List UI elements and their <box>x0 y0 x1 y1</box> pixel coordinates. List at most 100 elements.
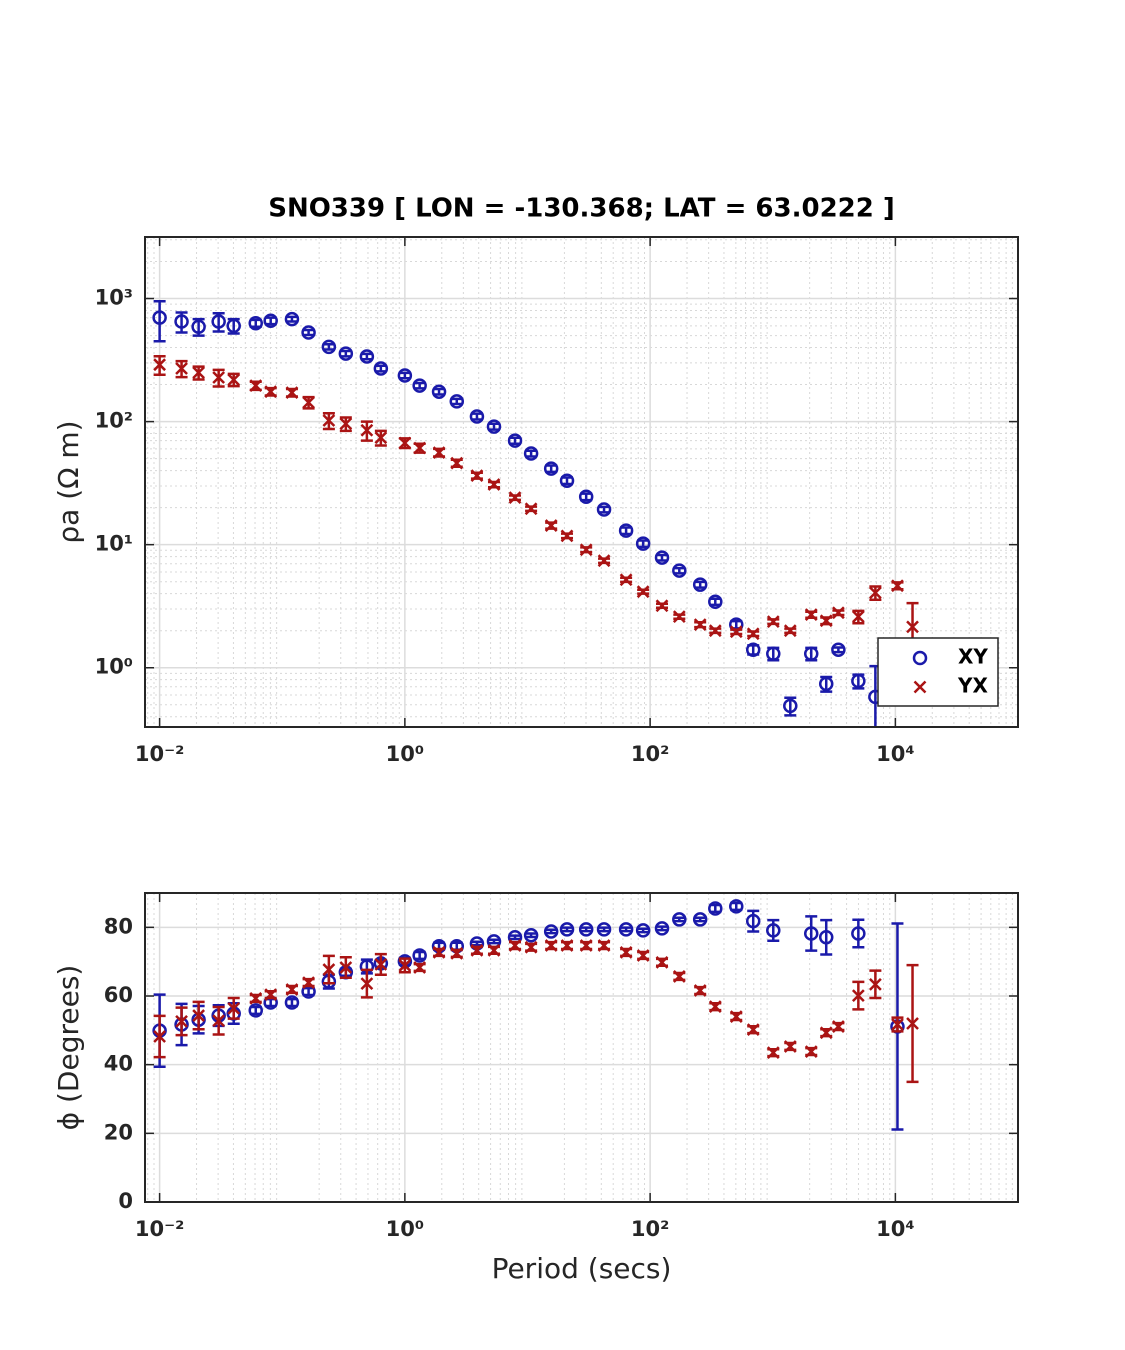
data-point <box>832 1020 845 1033</box>
error-bar <box>637 927 650 934</box>
data-point <box>746 1023 760 1037</box>
data-point <box>672 563 687 578</box>
data-point <box>174 314 189 329</box>
data-point <box>226 318 241 334</box>
data-point <box>175 1015 188 1028</box>
data-point <box>470 943 484 957</box>
data-point <box>693 984 707 997</box>
data-point <box>192 1009 206 1022</box>
y-tick-label: 80 <box>104 914 133 938</box>
x-tick-label: 10⁻² <box>135 742 185 766</box>
data-point <box>672 912 687 927</box>
data-point <box>655 599 669 613</box>
error-bar <box>820 918 833 956</box>
data-point <box>285 983 299 996</box>
data-point <box>708 624 722 638</box>
data-point <box>487 943 501 957</box>
error-bar <box>285 315 298 323</box>
data-point <box>597 554 611 568</box>
data-point <box>891 1018 904 1031</box>
data-point <box>152 310 167 325</box>
data-point <box>544 939 558 952</box>
data-point <box>301 325 316 340</box>
data-point <box>523 927 539 943</box>
data-point <box>692 577 708 592</box>
data-point <box>783 698 798 714</box>
data-point <box>264 385 278 399</box>
data-point <box>398 959 412 972</box>
data-point <box>524 502 538 516</box>
data-point <box>745 642 761 658</box>
data-point <box>672 970 686 983</box>
data-point <box>618 922 634 937</box>
x-tick-label: 10² <box>631 742 669 766</box>
error-bar <box>153 300 166 343</box>
data-point <box>746 627 760 641</box>
data-point <box>175 362 188 375</box>
y-tick-label: 40 <box>104 1052 133 1076</box>
data-point <box>851 989 865 1003</box>
data-point <box>192 366 206 380</box>
error-bar <box>852 918 865 949</box>
data-point <box>153 1030 166 1043</box>
data-point <box>766 1046 780 1060</box>
plot-area <box>145 893 1018 1202</box>
error-bar <box>598 926 611 933</box>
x-tick-label: 10⁴ <box>876 1217 914 1241</box>
data-point <box>560 939 574 952</box>
data-point <box>374 431 388 445</box>
y-tick-label: 10³ <box>95 286 133 310</box>
data-point <box>635 536 651 551</box>
data-point <box>338 346 354 361</box>
data-point <box>818 676 834 692</box>
data-point <box>508 491 522 505</box>
legend-label: XY <box>958 645 988 669</box>
data-point <box>285 386 299 399</box>
data-point <box>432 946 446 959</box>
x-tick-label: 10⁰ <box>386 742 424 766</box>
data-point <box>783 624 797 638</box>
data-point <box>507 433 523 448</box>
data-point <box>544 519 558 532</box>
data-point <box>450 947 464 960</box>
data-point <box>654 550 670 565</box>
data-point <box>906 620 919 634</box>
data-point <box>153 358 166 372</box>
data-point <box>851 673 866 689</box>
y-tick-label: 10⁰ <box>95 655 133 679</box>
data-point <box>803 646 819 661</box>
data-point <box>635 923 651 938</box>
data-point <box>708 901 723 916</box>
data-point <box>619 946 633 959</box>
data-point <box>413 441 427 455</box>
legend-box <box>877 637 999 707</box>
data-point <box>543 924 559 939</box>
error-bar <box>509 934 522 941</box>
data-point <box>249 992 263 1005</box>
data-point <box>524 940 538 954</box>
data-point <box>578 922 594 937</box>
data-point <box>597 939 611 952</box>
data-point <box>708 594 723 609</box>
data-point <box>211 314 226 329</box>
data-point <box>729 1010 743 1023</box>
data-point <box>559 473 575 488</box>
data-point <box>360 423 374 437</box>
y-tick-label: 60 <box>104 983 133 1007</box>
chart-title: SNO339 [ LON = -130.368; LAT = 63.0222 ] <box>268 194 895 224</box>
axes-frame <box>144 236 1019 728</box>
error-bar <box>656 925 669 932</box>
data-point <box>373 361 389 376</box>
axes-frame <box>144 892 1019 1203</box>
data-point <box>618 523 634 538</box>
data-point <box>450 456 464 470</box>
data-point <box>487 478 501 491</box>
data-point <box>831 642 846 658</box>
data-point <box>543 461 559 476</box>
data-point <box>636 949 650 962</box>
data-point <box>819 1026 833 1040</box>
data-point <box>578 489 594 505</box>
data-point <box>523 446 539 461</box>
data-point <box>322 963 336 976</box>
